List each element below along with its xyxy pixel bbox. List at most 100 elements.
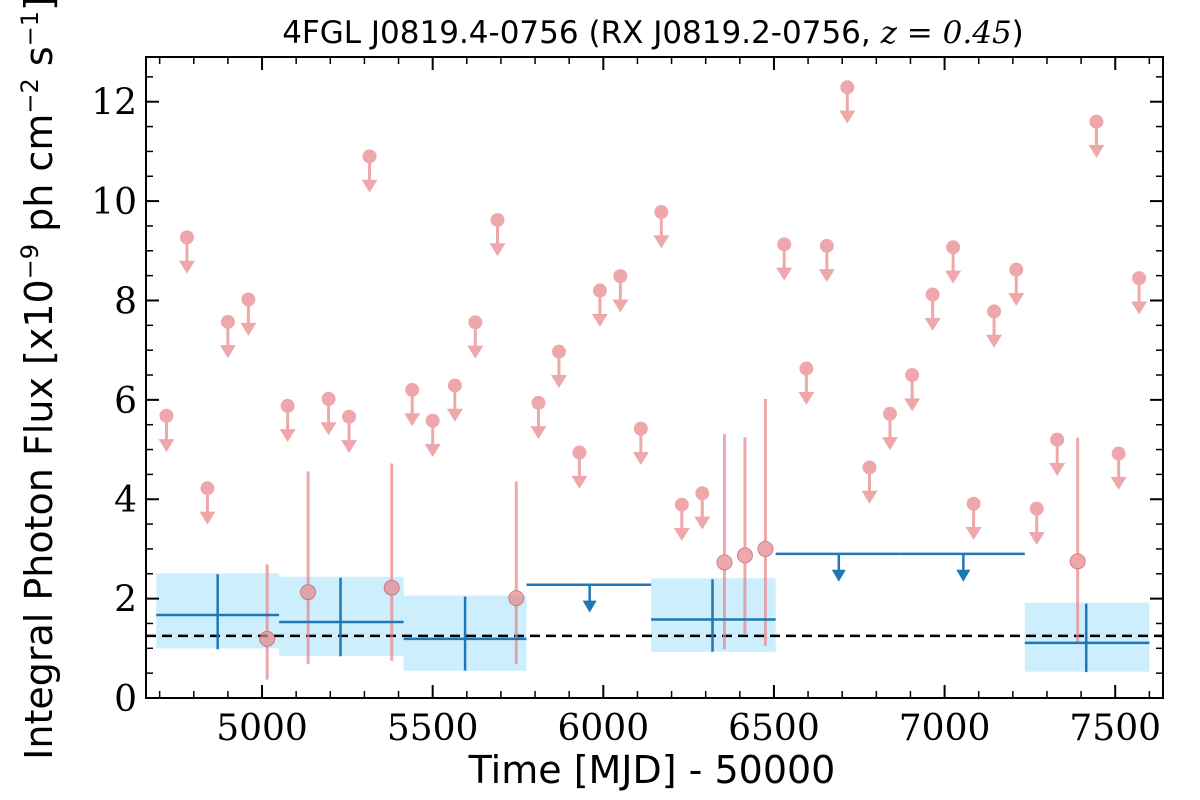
upper-limit-marker: [1089, 114, 1104, 129]
upper-limit-marker: [490, 212, 505, 227]
fine-upper-limit: [341, 409, 358, 454]
fine-upper-limit: [467, 315, 484, 359]
fine-upper-limit: [924, 287, 941, 331]
upper-limit-marker: [925, 287, 940, 302]
fine-detection: [300, 471, 317, 665]
fine-upper-limit: [320, 391, 337, 436]
fine-upper-limit: [776, 237, 793, 281]
fine-upper-limit: [1008, 262, 1025, 307]
upper-limit-arrowhead: [924, 317, 941, 331]
fine-detection: [736, 437, 753, 634]
upper-limit-marker: [862, 460, 877, 475]
coarse-detection: [651, 579, 776, 652]
upper-limit-arrowhead: [279, 429, 296, 443]
fine-upper-limit: [446, 378, 463, 422]
upper-limit-marker: [674, 497, 689, 512]
detection-marker: [259, 630, 276, 647]
upper-limit-marker: [987, 304, 1002, 319]
upper-limit-arrowhead: [818, 269, 835, 283]
upper-limit-arrowhead: [673, 528, 690, 542]
detection-marker: [383, 579, 400, 596]
fine-upper-limit: [986, 304, 1003, 348]
coarse-bin-points: [156, 552, 1150, 673]
upper-limit-arrowhead: [986, 334, 1003, 348]
detection-marker: [736, 547, 753, 564]
upper-limit-marker: [633, 421, 648, 436]
fine-upper-limit: [1088, 114, 1105, 158]
upper-limit-marker: [342, 409, 357, 424]
upper-limit-arrowhead: [965, 527, 982, 541]
fine-upper-limit: [240, 292, 257, 336]
coarse-upper-limit: [526, 583, 652, 613]
fine-upper-limit: [1110, 446, 1127, 490]
fine-upper-limit: [945, 240, 962, 284]
x-tick-label: 5500: [387, 708, 479, 749]
upper-limit-arrowhead: [1110, 476, 1127, 490]
upper-limit-marker: [613, 269, 628, 284]
upper-limit-arrowhead: [694, 516, 711, 530]
fine-upper-limit: [881, 406, 898, 451]
fine-detection: [508, 481, 525, 665]
upper-limit-arrowhead: [632, 452, 649, 466]
fine-bin-points: [158, 80, 1148, 680]
x-tick-label: 6000: [557, 708, 649, 749]
upper-limit-arrowhead: [904, 398, 921, 412]
upper-limit-arrowhead: [571, 475, 588, 489]
upper-limit-arrowhead: [653, 235, 670, 249]
x-tick-label: 5000: [216, 708, 308, 749]
detection-marker: [300, 584, 317, 601]
upper-limit-marker: [1050, 432, 1065, 447]
upper-limit-marker: [200, 481, 215, 496]
upper-limit-marker: [405, 382, 420, 397]
plot-frame: [145, 56, 1164, 699]
fine-upper-limit: [424, 413, 441, 458]
x-tick-label: 7000: [899, 708, 991, 749]
upper-limit-marker: [572, 445, 587, 460]
detection-marker: [1069, 553, 1086, 570]
fine-upper-limit: [653, 205, 670, 249]
fine-upper-limit: [612, 269, 629, 313]
coarse-detection: [156, 574, 280, 650]
upper-limit-arrowhead: [240, 322, 257, 336]
upper-limit-marker: [220, 314, 235, 329]
upper-limit-arrowhead: [1088, 144, 1105, 158]
upper-limit-marker: [1111, 446, 1126, 461]
fine-upper-limit: [904, 368, 921, 412]
upper-limit-arrowhead: [591, 313, 608, 327]
upper-limit-marker: [447, 378, 462, 393]
upper-limit-arrowhead: [404, 413, 421, 427]
upper-limit-arrowhead: [1049, 462, 1066, 476]
upper-limit-marker: [695, 486, 710, 501]
fine-upper-limit: [279, 398, 296, 443]
upper-limit-arrowhead: [178, 260, 195, 274]
upper-limit-marker: [425, 413, 440, 428]
fine-detection: [383, 463, 400, 661]
upper-limit-arrowhead: [1028, 532, 1045, 546]
upper-limit-marker: [592, 283, 607, 298]
fine-upper-limit: [694, 486, 711, 530]
y-tick-label: 0: [114, 679, 137, 720]
upper-limit-marker: [777, 237, 792, 252]
upper-limit-marker: [241, 292, 256, 307]
fine-upper-limit: [361, 149, 378, 193]
upper-limit-arrowhead: [530, 426, 547, 440]
upper-limit-arrowhead: [1131, 301, 1148, 315]
fine-detection: [716, 434, 733, 650]
coarse-upper-limit-arrowhead: [956, 569, 971, 582]
detection-marker: [716, 554, 733, 571]
fine-upper-limit: [839, 80, 856, 124]
fine-upper-limit: [404, 382, 421, 427]
upper-limit-arrowhead: [861, 490, 878, 504]
upper-limit-arrowhead: [776, 267, 793, 281]
fine-upper-limit: [861, 460, 878, 504]
upper-limit-marker: [946, 240, 961, 255]
fine-upper-limit: [489, 212, 506, 257]
upper-limit-arrowhead: [158, 439, 175, 453]
upper-limit-arrowhead: [361, 179, 378, 193]
fine-upper-limit: [1028, 501, 1045, 546]
chart-title: 4FGL J0819.4-0756 (RX J0819.2-0756, z = …: [282, 15, 1024, 51]
coarse-upper-limit: [775, 552, 901, 582]
fine-detection: [1069, 437, 1086, 643]
fine-upper-limit: [673, 497, 690, 542]
